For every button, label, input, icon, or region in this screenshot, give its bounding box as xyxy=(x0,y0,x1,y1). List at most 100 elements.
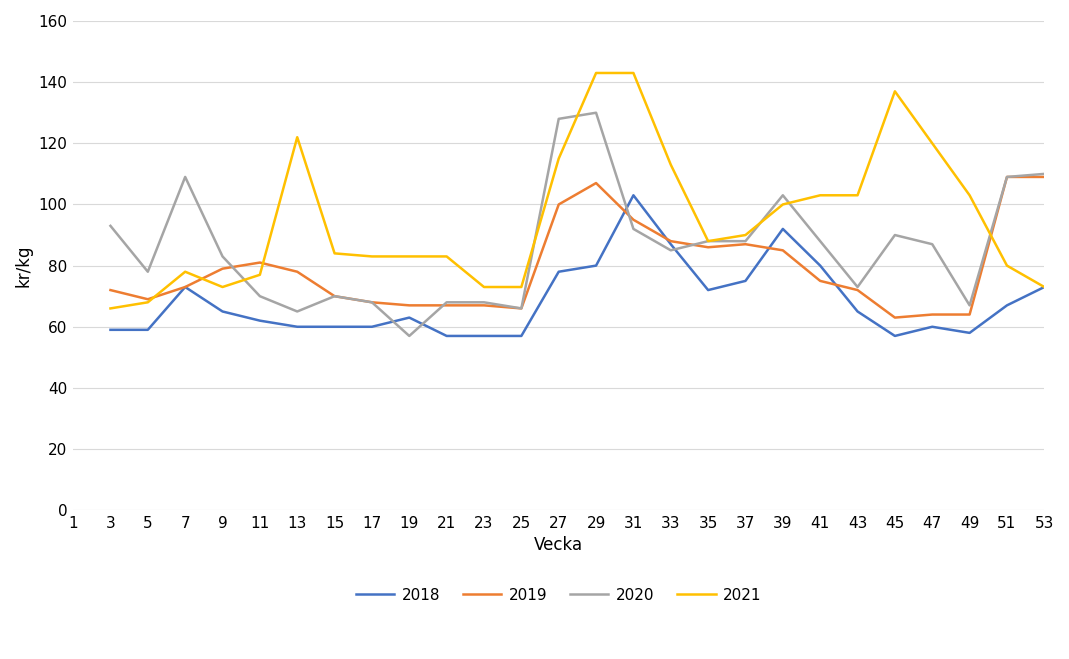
2018 xyxy=(814,262,826,270)
2019 xyxy=(664,237,677,245)
2018 xyxy=(328,323,341,331)
2020 xyxy=(141,268,154,275)
2020 xyxy=(328,292,341,300)
2020 xyxy=(291,308,304,316)
2018 xyxy=(1038,283,1051,291)
2018 xyxy=(963,329,976,337)
2019 xyxy=(963,310,976,318)
2021 xyxy=(104,304,117,312)
2019 xyxy=(253,258,266,266)
2021 xyxy=(814,191,826,199)
2020 xyxy=(1038,170,1051,178)
2019 xyxy=(1001,173,1013,181)
2020 xyxy=(553,115,566,123)
2020 xyxy=(664,246,677,254)
2021 xyxy=(403,252,416,260)
2018 xyxy=(701,286,714,294)
Line: 2018: 2018 xyxy=(110,195,1044,336)
2021 xyxy=(776,200,789,208)
2019 xyxy=(888,314,901,322)
2020 xyxy=(888,231,901,239)
2020 xyxy=(628,225,640,233)
2018 xyxy=(291,323,304,331)
2019 xyxy=(179,283,191,291)
2019 xyxy=(926,310,939,318)
2021 xyxy=(478,283,491,291)
2021 xyxy=(179,268,191,275)
2020 xyxy=(814,237,826,245)
2019 xyxy=(440,301,453,309)
2020 xyxy=(701,237,714,245)
2019 xyxy=(141,295,154,303)
2018 xyxy=(590,262,603,270)
2021 xyxy=(888,88,901,96)
2020 xyxy=(366,299,378,306)
2019 xyxy=(628,215,640,223)
2018 xyxy=(739,277,752,285)
2019 xyxy=(776,246,789,254)
2021 xyxy=(739,231,752,239)
2020 xyxy=(1001,173,1013,181)
2021 xyxy=(1038,283,1051,291)
2018 xyxy=(926,323,939,331)
2018 xyxy=(628,191,640,199)
2021 xyxy=(440,252,453,260)
2018 xyxy=(553,268,566,275)
2018 xyxy=(515,332,528,340)
2021 xyxy=(590,69,603,77)
2019 xyxy=(291,268,304,275)
2019 xyxy=(553,200,566,208)
2018 xyxy=(216,308,229,316)
2020 xyxy=(104,222,117,230)
2018 xyxy=(664,241,677,248)
2020 xyxy=(739,237,752,245)
2020 xyxy=(478,299,491,306)
2020 xyxy=(515,304,528,312)
2019 xyxy=(590,179,603,187)
2020 xyxy=(440,299,453,306)
2020 xyxy=(179,173,191,181)
2021 xyxy=(253,271,266,279)
2019 xyxy=(366,299,378,306)
2018 xyxy=(253,317,266,325)
Line: 2021: 2021 xyxy=(110,73,1044,308)
2021 xyxy=(1001,262,1013,270)
2020 xyxy=(403,332,416,340)
2021 xyxy=(366,252,378,260)
2021 xyxy=(851,191,864,199)
2018 xyxy=(366,323,378,331)
2019 xyxy=(739,241,752,248)
2018 xyxy=(403,314,416,322)
2020 xyxy=(253,292,266,300)
2018 xyxy=(851,308,864,316)
2020 xyxy=(776,191,789,199)
2020 xyxy=(926,241,939,248)
2019 xyxy=(478,301,491,309)
2019 xyxy=(814,277,826,285)
2019 xyxy=(1038,173,1051,181)
2020 xyxy=(851,283,864,291)
2021 xyxy=(291,133,304,141)
2020 xyxy=(590,109,603,117)
2021 xyxy=(216,283,229,291)
2019 xyxy=(328,292,341,300)
2020 xyxy=(963,301,976,309)
2019 xyxy=(216,265,229,273)
Legend: 2018, 2019, 2020, 2021: 2018, 2019, 2020, 2021 xyxy=(350,581,768,609)
2018 xyxy=(776,225,789,233)
2021 xyxy=(553,155,566,163)
2019 xyxy=(515,304,528,312)
2018 xyxy=(440,332,453,340)
2018 xyxy=(141,326,154,333)
2019 xyxy=(104,286,117,294)
2018 xyxy=(179,283,191,291)
2018 xyxy=(104,326,117,333)
2019 xyxy=(851,286,864,294)
Line: 2019: 2019 xyxy=(110,177,1044,318)
2021 xyxy=(515,283,528,291)
Y-axis label: kr/kg: kr/kg xyxy=(15,244,33,287)
2019 xyxy=(701,243,714,251)
2018 xyxy=(888,332,901,340)
2020 xyxy=(216,252,229,260)
2018 xyxy=(1001,301,1013,309)
